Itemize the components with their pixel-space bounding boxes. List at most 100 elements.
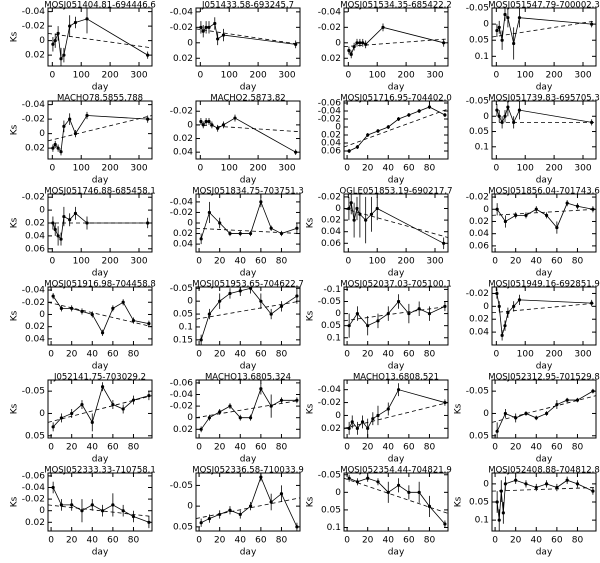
panel-title: MQSJ051534.35-685422.2 (340, 1, 452, 11)
data-point (216, 37, 220, 41)
plot-area (196, 473, 300, 531)
x-tick-label: 20 (510, 536, 522, 546)
data-point (371, 417, 375, 421)
x-tick-label: 80 (572, 443, 584, 453)
data-point (213, 21, 217, 26)
data-point (506, 311, 510, 315)
y-axis-label: Ks (306, 403, 316, 414)
data-point (352, 218, 356, 222)
panel-title: MQSJ051746.88-685458.1 (44, 187, 156, 197)
data-line (496, 13, 592, 44)
data-point (199, 521, 203, 525)
data-point (524, 213, 528, 217)
y-axis-label: Ks (10, 403, 20, 414)
y-tick-label: 0 (187, 120, 193, 130)
data-point (111, 503, 115, 507)
data-point (85, 17, 89, 21)
data-point (396, 117, 401, 121)
x-axis-label: day (92, 362, 109, 372)
data-point (396, 388, 401, 392)
panel: 0 100 200 300 -0.04 -0.02 0 0.02 MQSJ051534.35-6… (318, 1, 452, 93)
panel: 0 20 40 60 80 -0.1 -0.05 0 0.05 0.1 MQSJ052037.03-… (306, 280, 452, 372)
x-axis-label: day (536, 176, 553, 186)
panel: 0 100 200 300 -0.02 0 0.020.04 0.06 OGLE051853.1… (306, 187, 453, 279)
y-tick-label: 0 (483, 112, 489, 122)
x-tick-label: 100 (73, 164, 90, 174)
data-point (503, 219, 507, 224)
y-axis-label: Ks (10, 31, 20, 42)
data-point (396, 483, 401, 487)
x-tick-label: 80 (276, 443, 288, 453)
data-point (376, 129, 380, 133)
y-axis-label: Ks (10, 217, 20, 228)
data-point (590, 22, 594, 26)
y-tick-label: 0 (39, 206, 45, 216)
x-tick-label: 0 (196, 257, 202, 267)
x-tick-label: 40 (383, 443, 395, 453)
data-point (499, 489, 503, 493)
x-tick-label: 0 (344, 350, 350, 360)
x-tick-label: 0 (49, 164, 55, 174)
x-tick-label: 200 (250, 164, 267, 174)
x-tick-label: 60 (551, 443, 563, 453)
y-tick-label: 0 (335, 204, 341, 214)
plot-frame (47, 7, 153, 67)
data-point (146, 53, 150, 57)
y-tick-label: 0.05 (469, 498, 489, 508)
data-point (366, 426, 370, 430)
data-point (68, 218, 72, 222)
y-tick-label: 0 (187, 38, 193, 48)
x-tick-label: 300 (278, 164, 295, 174)
plot-area (48, 8, 152, 66)
data-point (590, 120, 594, 124)
x-tick-label: 0 (345, 71, 351, 81)
data-point (534, 416, 538, 420)
data-point (100, 509, 105, 513)
data-point (381, 25, 385, 29)
data-point (259, 299, 263, 303)
data-point (386, 490, 390, 494)
x-tick-label: 300 (426, 257, 443, 267)
panel-title: J052141.75-703029.2 (53, 373, 146, 383)
panel: 0 100 200 300 -0.04 -0.02 0 0.02 MQSJ051404.81-6… (10, 1, 156, 93)
panel: 0 20 40 60 80-0.04-0.0200.020.04MQSJ051834.7… (170, 187, 304, 279)
data-point (70, 411, 74, 416)
data-point (56, 146, 60, 150)
x-tick-label: 80 (424, 164, 436, 174)
x-tick-label: 200 (546, 71, 563, 81)
y-tick-label: -0.02 (22, 495, 45, 505)
data-point (59, 503, 63, 507)
data-point (347, 149, 351, 153)
data-point (555, 402, 559, 407)
data-point (85, 221, 89, 225)
data-point (506, 105, 510, 109)
plot-frame (343, 7, 449, 67)
trend-line (196, 28, 300, 45)
data-point (347, 426, 351, 430)
panel-title: MQSJ051916.98-704458.8 (44, 280, 156, 290)
x-tick-label: 60 (255, 350, 267, 360)
data-point (544, 482, 549, 486)
x-tick-label: 100 (369, 71, 386, 81)
x-tick-label: 300 (278, 71, 295, 81)
data-point (131, 514, 136, 519)
plot-frame (195, 472, 301, 532)
data-point (199, 237, 203, 241)
trend-line (344, 208, 448, 238)
plot-frame (343, 379, 449, 439)
x-tick-label: 80 (128, 350, 140, 360)
x-tick-label: 80 (128, 443, 140, 453)
y-axis-label: Ks (306, 310, 316, 321)
panel-title: MQSJ052037.03-705100.1 (340, 280, 452, 290)
y-tick-label: 0.02 (25, 518, 45, 528)
y-tick-label: 0.02 (173, 134, 193, 144)
data-line (52, 295, 149, 334)
data-point (100, 331, 105, 335)
plot-frame (343, 100, 449, 160)
x-axis-label: day (536, 455, 553, 465)
y-tick-label: -0.04 (170, 7, 194, 17)
data-point (269, 312, 273, 316)
y-tick-label: 0.05 (321, 321, 341, 331)
y-tick-label: 0.02 (321, 424, 341, 434)
y-tick-label: -0.02 (318, 115, 341, 125)
